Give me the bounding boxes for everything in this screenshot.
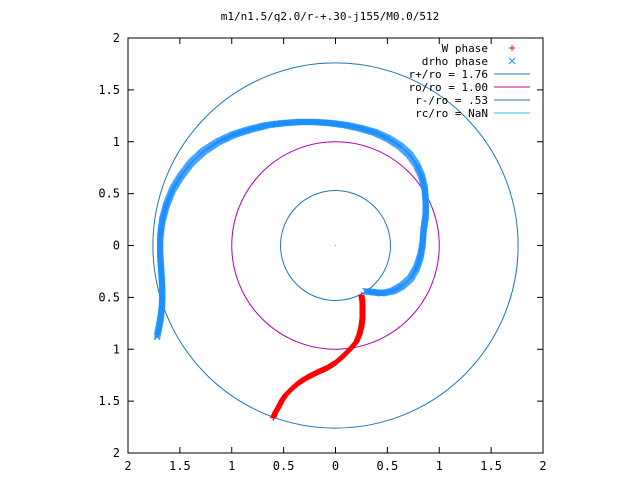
x-tick-label: 0 — [332, 459, 339, 473]
legend-label: r+/ro = 1.76 — [409, 68, 488, 81]
legend-label: ro/ro = 1.00 — [409, 81, 488, 94]
marker-x-b — [364, 288, 372, 295]
series-w-phase — [270, 292, 366, 421]
marker-x-b — [355, 124, 363, 132]
legend-marker — [509, 45, 515, 51]
y-tick-label: 1.5 — [98, 394, 120, 408]
marker-x-b — [364, 126, 372, 134]
marker-x-b — [365, 127, 373, 135]
marker-x-b — [370, 128, 378, 136]
series-drho-phase — [153, 118, 430, 341]
circle-roro — [231, 141, 440, 350]
marker-x-b — [367, 128, 375, 135]
marker-x-b — [359, 125, 367, 133]
circle-rro — [280, 190, 391, 301]
y-tick-label: 2 — [113, 31, 120, 45]
legend-label: drho phase — [422, 55, 488, 68]
center-point — [334, 244, 337, 247]
marker-x-b — [358, 125, 365, 132]
chart-title: m1/n1.5/q2.0/r-+.30-j155/M0.0/512 — [221, 10, 440, 23]
x-tick-label: 1 — [228, 459, 235, 473]
y-tick-label: 0.5 — [98, 290, 120, 304]
y-tick-label: 2 — [113, 446, 120, 460]
marker-x-b — [419, 176, 426, 184]
marker-x-b — [420, 180, 427, 187]
legend-marker — [508, 57, 516, 65]
x-tick-label: 2 — [124, 459, 131, 473]
y-tick-label: 0 — [113, 239, 120, 253]
y-tick-label: 1 — [113, 342, 120, 356]
marker-x-b — [363, 287, 371, 295]
marker-x-b — [418, 175, 426, 182]
legend-label: r-/ro = .53 — [415, 94, 488, 107]
marker-x-b — [419, 177, 427, 185]
marker-x-b — [360, 125, 368, 133]
x-tick-label: 1.5 — [169, 459, 191, 473]
y-tick-label: 1.5 — [98, 83, 120, 97]
marker-x-b — [508, 57, 516, 65]
x-tick-label: 0.5 — [377, 459, 399, 473]
marker-x-b — [419, 178, 427, 186]
x-tick-label: 1 — [436, 459, 443, 473]
circle-rro — [152, 62, 519, 429]
marker-x-b — [365, 288, 373, 296]
marker-x-b — [369, 128, 376, 136]
marker-x-b — [354, 124, 362, 132]
marker-x-b — [363, 126, 370, 134]
legend-label: rc/ro = NaN — [415, 107, 488, 120]
marker-x-b — [418, 173, 426, 181]
marker-x-b — [361, 126, 369, 133]
marker-x-b — [357, 124, 364, 132]
marker-x-b — [162, 204, 170, 211]
marker-x-b — [418, 172, 425, 180]
y-tick-label: 1 — [113, 135, 120, 149]
plot-area: 2 1.5 1 0.5 0 0.5 1 1.5 221.510.500.511.52 — [98, 31, 546, 473]
x-tick-label: 0.5 — [273, 459, 295, 473]
marker-x-b — [366, 127, 374, 135]
marker-x-b — [362, 287, 369, 295]
marker-x-b — [162, 202, 170, 210]
x-tick-label: 1.5 — [480, 459, 502, 473]
y-tick-label: 0.5 — [98, 187, 120, 201]
marker-x-b — [413, 263, 421, 271]
x-tick-label: 2 — [539, 459, 546, 473]
legend-label: W phase — [442, 42, 488, 55]
